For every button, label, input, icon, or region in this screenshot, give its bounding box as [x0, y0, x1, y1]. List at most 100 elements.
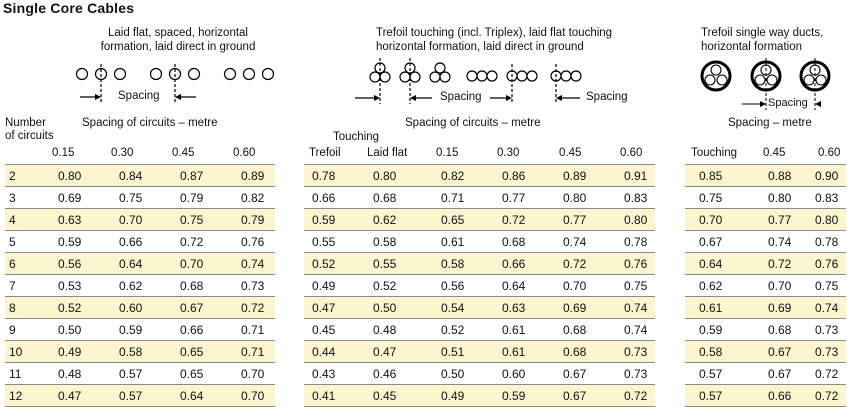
factor-cell: 0.79 [233, 208, 275, 231]
factor-cell: 0.85 [685, 164, 760, 187]
factor-cell: 0.71 [233, 318, 275, 341]
factor-cell: 0.64 [172, 384, 233, 407]
factor-cell: 0.50 [52, 318, 111, 341]
factor-cell: 0.70 [172, 252, 233, 275]
factor-cell: 0.73 [815, 318, 846, 341]
factor-cell: 0.57 [111, 384, 172, 407]
table-row: 0.75 0.80 0.83 [685, 186, 846, 209]
factor-cell: 0.55 [304, 230, 365, 253]
factor-cell: 0.60 [494, 362, 555, 385]
group2-caption-line1: Trefoil touching (incl. Triplex), laid f… [376, 27, 613, 39]
row-number-cell: 4 [5, 208, 52, 231]
page-title: Single Core Cables [3, 0, 135, 16]
table-row: 0.52 0.55 0.58 0.66 0.72 0.76 [304, 252, 655, 275]
table-row: 0.85 0.88 0.90 [685, 164, 846, 187]
row-number-cell: 7 [5, 274, 52, 297]
table-row: 9 0.50 0.59 0.66 0.71 [5, 318, 275, 341]
g3-col-header-3: 0.60 [818, 147, 841, 159]
g2-col-header-2: Laid flat [367, 147, 408, 159]
factor-cell: 0.89 [233, 164, 275, 187]
factor-cell: 0.68 [365, 186, 433, 209]
factor-cell: 0.70 [760, 274, 815, 297]
factor-cell: 0.68 [555, 340, 616, 363]
factor-cell: 0.54 [433, 296, 494, 319]
table-row: 0.55 0.58 0.61 0.68 0.74 0.78 [304, 230, 655, 253]
factor-cell: 0.67 [760, 362, 815, 385]
factor-cell: 0.59 [52, 230, 111, 253]
factor-cell: 0.80 [365, 164, 433, 187]
table-row: 10 0.49 0.58 0.65 0.71 [5, 340, 275, 363]
factor-cell: 0.65 [172, 340, 233, 363]
factor-cell: 0.62 [365, 208, 433, 231]
factor-cell: 0.80 [616, 208, 655, 231]
factor-cell: 0.70 [233, 362, 275, 385]
factor-cell: 0.84 [111, 164, 172, 187]
factor-cell: 0.67 [555, 384, 616, 407]
table-row: 12 0.47 0.57 0.64 0.70 [5, 384, 275, 407]
factor-cell: 0.61 [685, 296, 760, 319]
factor-cell: 0.49 [433, 384, 494, 407]
factor-cell: 0.74 [760, 230, 815, 253]
table-row: 0.43 0.46 0.50 0.60 0.67 0.73 [304, 362, 655, 385]
table-row: 0.44 0.47 0.51 0.61 0.68 0.73 [304, 340, 655, 363]
factor-cell: 0.55 [365, 252, 433, 275]
factor-cell: 0.75 [111, 186, 172, 209]
factor-cell: 0.72 [815, 362, 846, 385]
factor-cell: 0.59 [494, 384, 555, 407]
factor-cell: 0.66 [494, 252, 555, 275]
table-row: 4 0.63 0.70 0.75 0.79 [5, 208, 275, 231]
group2-caption-line2: horizontal formation, laid direct in gro… [376, 41, 584, 53]
table-row: 0.58 0.67 0.73 [685, 340, 846, 363]
factor-cell: 0.77 [760, 208, 815, 231]
factor-cell: 0.78 [616, 230, 655, 253]
factor-cell: 0.72 [555, 252, 616, 275]
table-row: 0.41 0.45 0.49 0.59 0.67 0.72 [304, 384, 655, 407]
group2-spacing-label-2: Spacing [586, 91, 628, 103]
factor-cell: 0.64 [685, 252, 760, 275]
table-row: 0.78 0.80 0.82 0.86 0.89 0.91 [304, 164, 655, 187]
factor-cell: 0.69 [52, 186, 111, 209]
factor-cell: 0.67 [555, 362, 616, 385]
factor-cell: 0.83 [815, 186, 846, 209]
g2-col-header-3: 0.15 [436, 147, 459, 159]
factor-cell: 0.90 [815, 164, 846, 187]
factor-cell: 0.70 [233, 384, 275, 407]
g1-col-header-1: 0.15 [52, 147, 75, 159]
factor-cell: 0.88 [760, 164, 815, 187]
factor-cell: 0.76 [815, 252, 846, 275]
factor-cell: 0.68 [494, 230, 555, 253]
factor-cell: 0.68 [760, 318, 815, 341]
factor-cell: 0.52 [433, 318, 494, 341]
group2-table: 0.78 0.80 0.82 0.86 0.89 0.91 0.66 0.68 0.71 0.77… [304, 164, 655, 407]
g1-col-header-2: 0.30 [111, 147, 134, 159]
factor-cell: 0.74 [815, 296, 846, 319]
table-row: 0.57 0.67 0.72 [685, 362, 846, 385]
factor-cell: 0.68 [172, 274, 233, 297]
factor-cell: 0.67 [685, 230, 760, 253]
group1-caption-line2: formation, laid direct in ground [100, 41, 256, 53]
factor-cell: 0.80 [760, 186, 815, 209]
factor-cell: 0.47 [365, 340, 433, 363]
factor-cell: 0.43 [304, 362, 365, 385]
factor-cell: 0.45 [365, 384, 433, 407]
table-row: 0.67 0.74 0.78 [685, 230, 846, 253]
factor-cell: 0.48 [365, 318, 433, 341]
factor-cell: 0.48 [52, 362, 111, 385]
factor-cell: 0.80 [52, 164, 111, 187]
factor-cell: 0.51 [433, 340, 494, 363]
table-row: 11 0.48 0.57 0.65 0.70 [5, 362, 275, 385]
factor-cell: 0.56 [52, 252, 111, 275]
group3-spacing-label: Spacing [768, 97, 808, 109]
factor-cell: 0.41 [304, 384, 365, 407]
factor-cell: 0.59 [111, 318, 172, 341]
factor-cell: 0.67 [172, 296, 233, 319]
table-row: 0.45 0.48 0.52 0.61 0.68 0.74 [304, 318, 655, 341]
g2-col-header-6: 0.60 [620, 147, 643, 159]
factor-cell: 0.70 [111, 208, 172, 231]
factor-cell: 0.71 [233, 340, 275, 363]
g2-col-header-4: 0.30 [497, 147, 520, 159]
factor-cell: 0.74 [233, 252, 275, 275]
factor-cell: 0.64 [111, 252, 172, 275]
factor-cell: 0.66 [172, 318, 233, 341]
factor-cell: 0.60 [111, 296, 172, 319]
